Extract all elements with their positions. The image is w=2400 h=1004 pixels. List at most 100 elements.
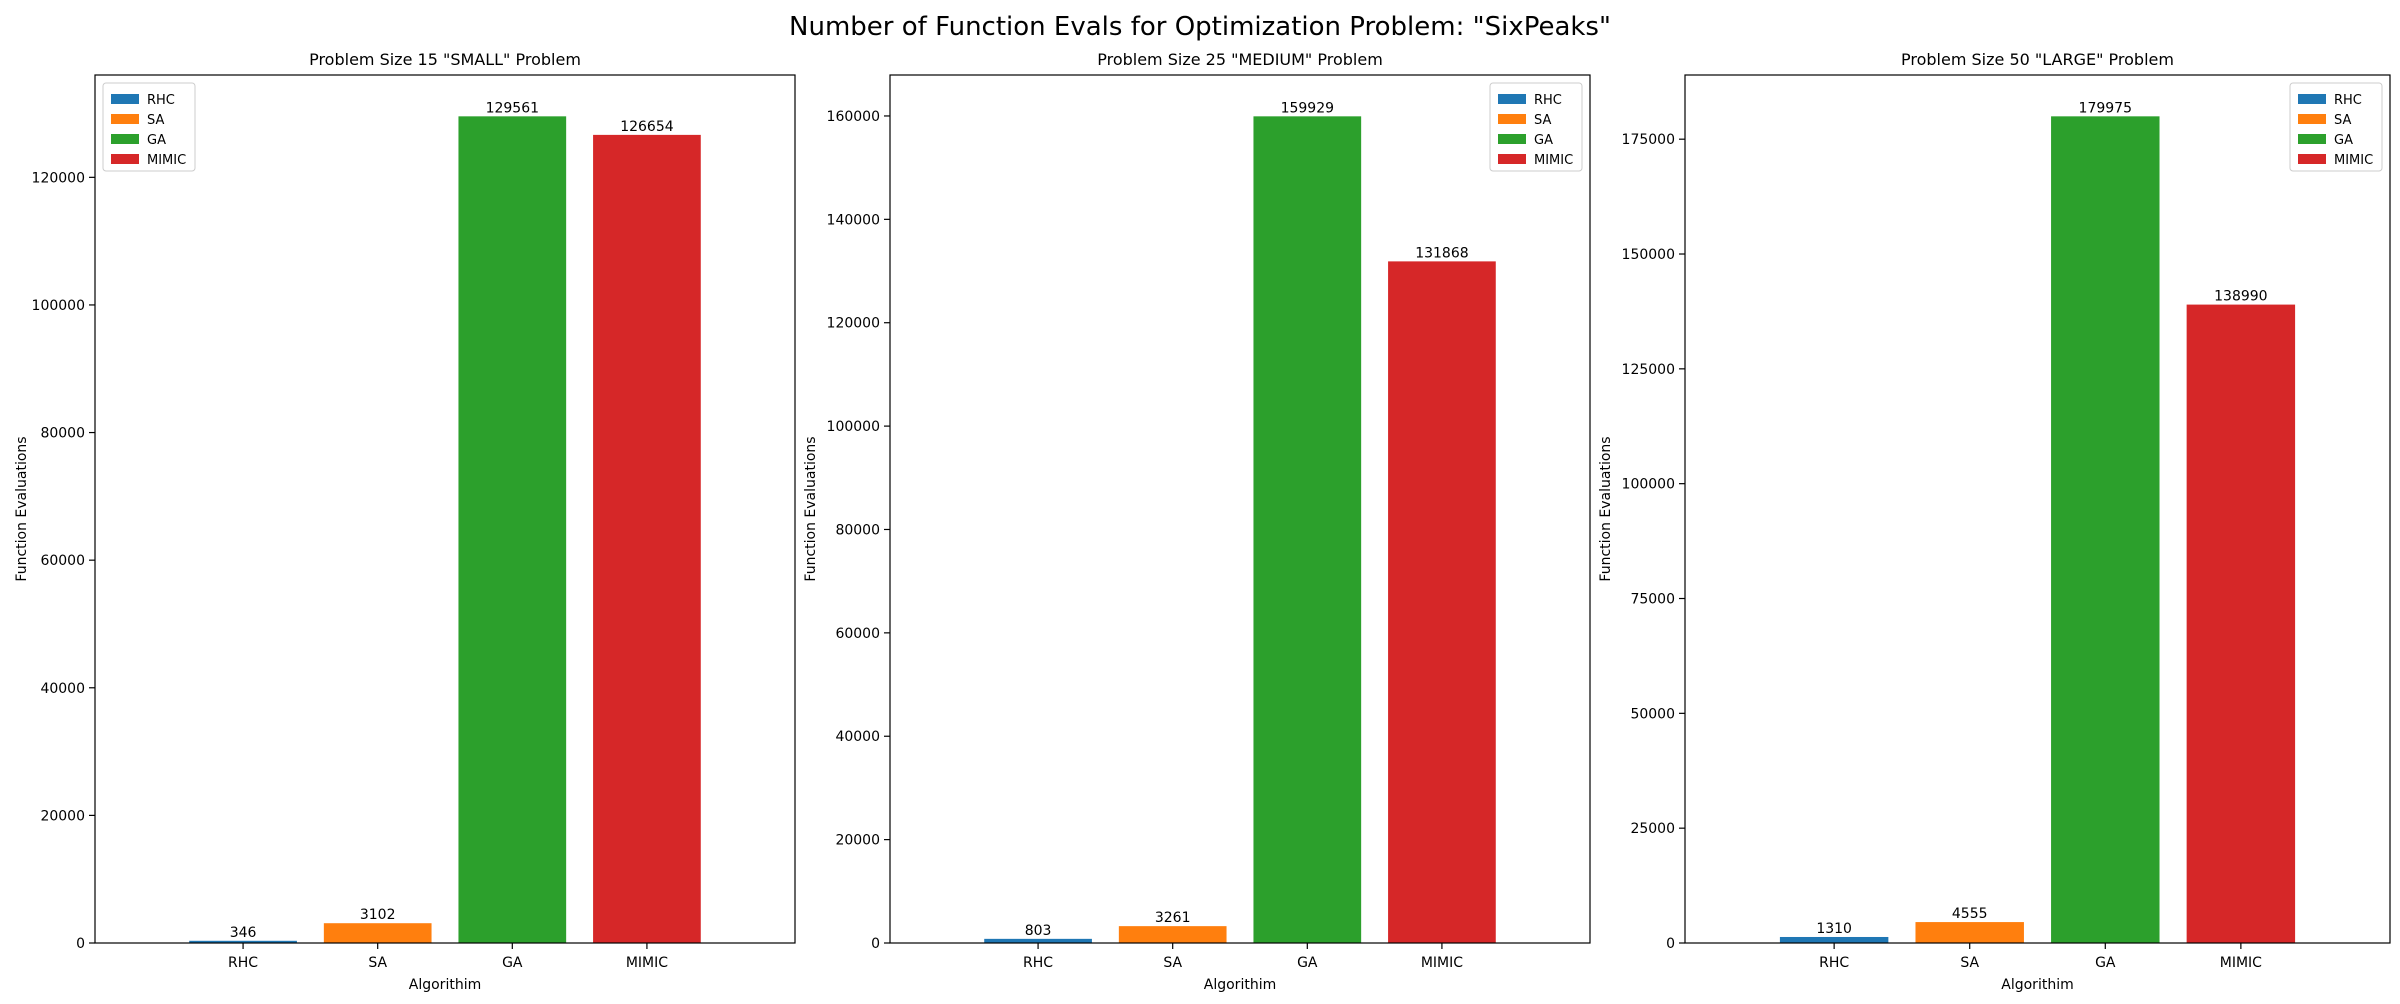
- y-tick-label: 175000: [1622, 132, 1675, 148]
- legend-label-ga: GA: [1534, 133, 1553, 148]
- data-label-mimic: 138990: [2214, 289, 2267, 305]
- y-tick-label: 100000: [827, 419, 880, 435]
- data-label-rhc: 803: [1025, 923, 1052, 939]
- chart-title: Problem Size 50 "LARGE" Problem: [1901, 50, 2174, 69]
- y-tick-label: 125000: [1622, 362, 1675, 378]
- data-label-ga: 129561: [486, 100, 539, 116]
- legend-swatch-rhc: [1498, 94, 1526, 104]
- bar-sa: [323, 923, 432, 943]
- legend: RHC SA GA MIMIC: [1489, 82, 1583, 172]
- bar-sa: [1118, 926, 1227, 943]
- chart-title: Problem Size 15 "SMALL" Problem: [309, 50, 581, 69]
- x-axis-label: Algorithim: [1204, 977, 1276, 993]
- y-tick-label: 20000: [40, 808, 85, 824]
- x-tick-label: SA: [1163, 955, 1182, 971]
- legend-box: [1489, 82, 1583, 172]
- y-tick-label: 0: [871, 936, 880, 952]
- plot-frame: [94, 74, 796, 944]
- y-axis-label: Function Evaluations: [803, 436, 819, 581]
- y-tick-label: 140000: [827, 212, 880, 228]
- bar-mimic: [593, 134, 701, 943]
- figure-title: Number of Function Evals for Optimizatio…: [789, 12, 1611, 42]
- legend-label-rhc: RHC: [147, 93, 175, 108]
- y-tick-label: 0: [1666, 936, 1675, 952]
- legend-swatch-sa: [1498, 114, 1526, 124]
- data-label-sa: 3261: [1155, 910, 1191, 926]
- x-axis-label: Algorithim: [409, 977, 481, 993]
- legend-swatch-ga: [2298, 134, 2326, 144]
- legend-swatch-rhc: [111, 94, 139, 104]
- x-tick-label: MIMIC: [1421, 955, 1463, 971]
- y-tick-label: 25000: [1630, 821, 1675, 837]
- legend-label-sa: SA: [1534, 113, 1551, 128]
- y-tick-label: 100000: [32, 298, 85, 314]
- data-label-sa: 4555: [1952, 906, 1988, 922]
- legend-swatch-mimic: [1498, 154, 1526, 164]
- y-axis-label: Function Evaluations: [1598, 436, 1614, 581]
- x-tick-label: GA: [2095, 955, 2116, 971]
- data-label-ga: 159929: [1281, 100, 1334, 116]
- data-label-sa: 3102: [360, 907, 396, 923]
- legend-label-mimic: MIMIC: [147, 153, 186, 168]
- y-tick-label: 60000: [835, 626, 880, 642]
- legend-label-sa: SA: [147, 113, 164, 128]
- legend-label-ga: GA: [147, 133, 166, 148]
- x-tick-label: SA: [1960, 955, 1979, 971]
- data-label-mimic: 131868: [1415, 245, 1468, 261]
- x-tick-label: RHC: [228, 955, 258, 971]
- legend-swatch-ga: [111, 134, 139, 144]
- bar-mimic: [1388, 261, 1496, 944]
- x-tick-label: RHC: [1819, 955, 1849, 971]
- legend-box: [2289, 82, 2383, 172]
- x-axis-label: Algorithim: [2001, 977, 2073, 993]
- x-tick-label: RHC: [1023, 955, 1053, 971]
- data-label-ga: 179975: [2079, 100, 2132, 116]
- bar-rhc: [1779, 936, 1889, 943]
- legend: RHC SA GA MIMIC: [102, 82, 196, 172]
- y-tick-label: 120000: [827, 316, 880, 332]
- legend-swatch-sa: [111, 114, 139, 124]
- y-tick-label: 40000: [835, 729, 880, 745]
- legend-swatch-sa: [2298, 114, 2326, 124]
- chart-panel-1: Problem Size 15 "SMALL" Problem 346 3102 12…: [14, 50, 796, 993]
- legend-swatch-mimic: [111, 154, 139, 164]
- data-label-mimic: 126654: [620, 119, 674, 135]
- bar-ga: [458, 116, 567, 944]
- y-tick-label: 80000: [835, 522, 880, 538]
- data-label-rhc: 1310: [1816, 921, 1852, 937]
- y-tick-label: 160000: [827, 109, 880, 125]
- y-tick-label: 0: [76, 936, 85, 952]
- legend-label-ga: GA: [2334, 133, 2353, 148]
- x-tick-label: GA: [1297, 955, 1318, 971]
- bar-sa: [1915, 922, 2024, 943]
- x-tick-label: MIMIC: [626, 955, 668, 971]
- legend-label-mimic: MIMIC: [1534, 153, 1573, 168]
- y-tick-label: 80000: [40, 426, 85, 442]
- legend-label-rhc: RHC: [1534, 93, 1562, 108]
- y-tick-label: 50000: [1630, 706, 1675, 722]
- legend-box: [102, 82, 196, 172]
- bar-ga: [2051, 116, 2160, 944]
- plot-frame: [889, 74, 1591, 944]
- x-tick-label: SA: [368, 955, 387, 971]
- bar-ga: [1253, 116, 1362, 943]
- bar-rhc: [984, 938, 1092, 943]
- y-tick-label: 75000: [1630, 592, 1675, 608]
- y-axis-label: Function Evaluations: [14, 436, 30, 581]
- legend-label-sa: SA: [2334, 113, 2351, 128]
- x-tick-label: MIMIC: [2220, 955, 2262, 971]
- chart-title: Problem Size 25 "MEDIUM" Problem: [1097, 50, 1383, 69]
- chart-panel-2: Problem Size 25 "MEDIUM" Problem 803 3261 1…: [803, 50, 1591, 993]
- legend-swatch-mimic: [2298, 154, 2326, 164]
- legend: RHC SA GA MIMIC: [2289, 82, 2383, 172]
- legend-label-mimic: MIMIC: [2334, 153, 2373, 168]
- y-tick-label: 120000: [32, 170, 85, 186]
- y-tick-label: 150000: [1622, 247, 1675, 263]
- bar-rhc: [189, 940, 297, 943]
- plot-frame: [1684, 74, 2391, 944]
- chart-panel-3: Problem Size 50 "LARGE" Problem 1310 4555 1…: [1598, 50, 2391, 993]
- data-label-rhc: 346: [230, 925, 257, 941]
- legend-label-rhc: RHC: [2334, 93, 2362, 108]
